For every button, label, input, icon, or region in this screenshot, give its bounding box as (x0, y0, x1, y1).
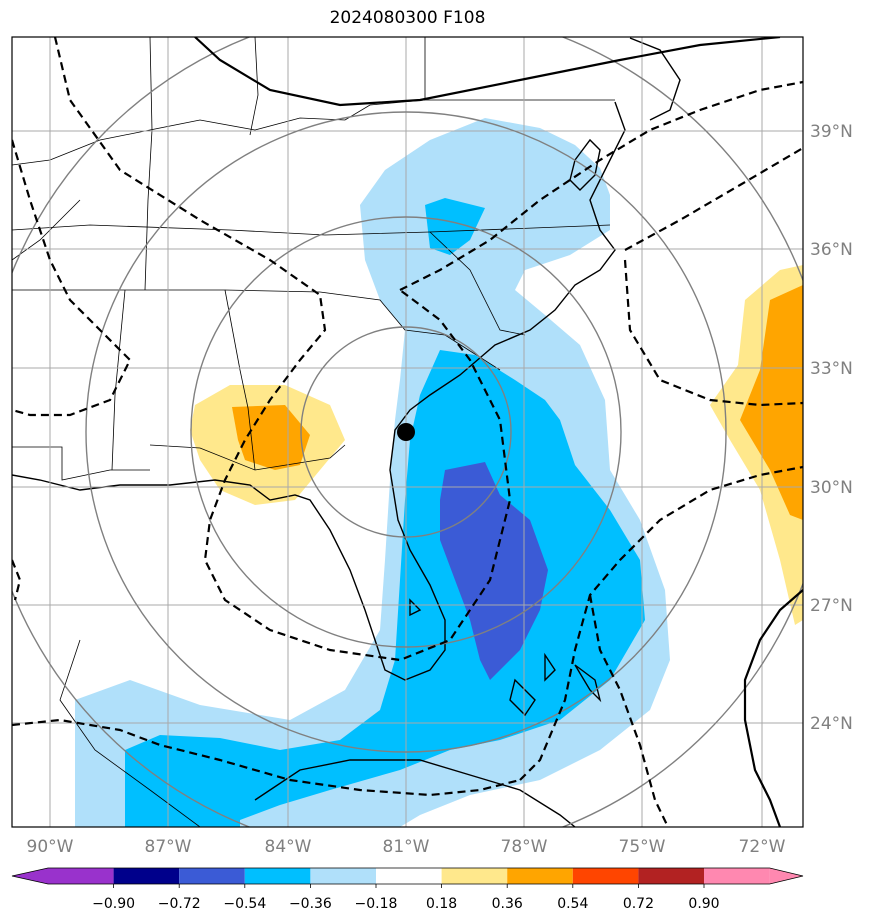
lon-label: 78°W (501, 837, 548, 857)
range-rings (12, 37, 803, 827)
positive-anomaly-medium (232, 285, 803, 520)
colorbar-segment (441, 868, 508, 884)
colorbar-tick-label: 0.90 (688, 896, 719, 912)
latitude-labels: 39°N 36°N 33°N 30°N 27°N 24°N (810, 122, 853, 734)
colorbar-segment (704, 868, 770, 884)
colorbar-tick-label: 0.18 (426, 896, 457, 912)
colorbar: −0.90 −0.72 −0.54 −0.36 −0.18 0.18 0.36 … (11, 867, 804, 912)
negative-anomaly-medium (125, 198, 645, 827)
colorbar-segment (507, 868, 573, 884)
lon-label: 84°W (265, 837, 312, 857)
colorbar-segment (244, 868, 311, 884)
lat-label: 24°N (810, 714, 853, 734)
plot-frame (11, 36, 804, 828)
colorbar-segment (572, 868, 639, 884)
colorbar-extend-low (12, 868, 48, 884)
lon-label: 87°W (145, 837, 192, 857)
lon-label: 72°W (739, 837, 786, 857)
colorbar-tick-label: −0.54 (223, 896, 266, 912)
colorbar-segment (48, 868, 114, 884)
negative-anomaly-dark (440, 462, 548, 680)
colorbar-tick-label: −0.90 (92, 896, 135, 912)
lat-label: 39°N (810, 122, 853, 142)
colorbar-outline (11, 867, 804, 885)
colorbar-ticks (113, 884, 705, 888)
colorbar-tick-label: 0.36 (492, 896, 523, 912)
lon-label: 90°W (27, 837, 74, 857)
colorbar-segment (310, 868, 376, 884)
colorbar-segment (179, 868, 245, 884)
storm-center-marker (397, 423, 415, 441)
colorbar-extend-high (769, 868, 803, 884)
lat-label: 27°N (810, 596, 853, 616)
colorbar-tick-label: −0.18 (355, 896, 398, 912)
map-title: 2024080300 F108 (329, 8, 486, 28)
solid-contours (194, 37, 803, 827)
colorbar-segment (376, 868, 442, 884)
colorbar-segment (113, 868, 180, 884)
lon-label: 81°W (383, 837, 430, 857)
colorbar-tick-label: 0.54 (557, 896, 588, 912)
lat-label: 36°N (810, 240, 853, 260)
colorbar-tick-label: −0.36 (289, 896, 332, 912)
lat-label: 30°N (810, 478, 853, 498)
lat-label: 33°N (810, 359, 853, 379)
dashed-contours (12, 37, 803, 827)
colorbar-tick-label: 0.72 (623, 896, 654, 912)
colorbar-segment (638, 868, 704, 884)
lon-label: 75°W (619, 837, 666, 857)
longitude-labels: 90°W 87°W 84°W 81°W 78°W 75°W 72°W (27, 837, 786, 857)
colorbar-tick-label: −0.72 (158, 896, 201, 912)
